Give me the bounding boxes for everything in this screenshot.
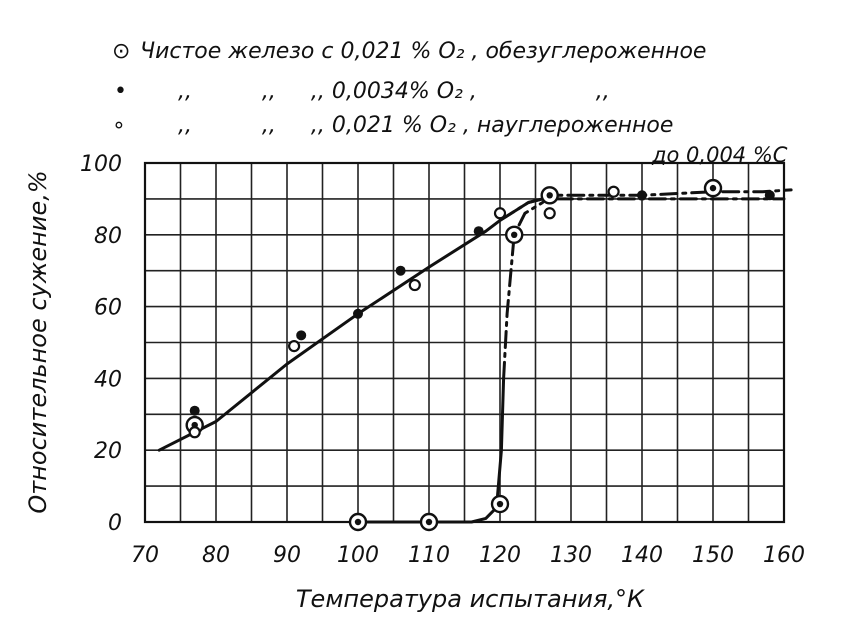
- point-circle-dot: [490, 494, 510, 514]
- point-circle-dot: [505, 225, 524, 245]
- x-tick-label: 160: [763, 543, 805, 568]
- point-filled: [395, 265, 406, 276]
- legend-entry-open: ,, ,, ,, 0,021 % O₂ , науглероженное: [178, 113, 673, 138]
- x-axis-label: Температура испытания,°К: [296, 585, 645, 613]
- point-open: [493, 207, 507, 220]
- point-circle-dot: [348, 512, 368, 532]
- point-open: [288, 339, 301, 353]
- data-points: [185, 178, 775, 532]
- point-filled: [353, 308, 363, 319]
- point-circle-dot: [419, 512, 439, 532]
- x-tick-label: 140: [621, 543, 663, 568]
- y-tick-label: 20: [94, 439, 122, 464]
- x-tick-label: 90: [273, 543, 301, 568]
- x-tick-label: 80: [202, 543, 230, 568]
- legend-marker-filled: •: [114, 79, 127, 104]
- y-tick-label: 0: [108, 511, 122, 536]
- curve-dash-dot: [498, 197, 786, 222]
- x-tick-label: 110: [408, 543, 450, 568]
- y-tick-labels: 0 20 40 60 80 100: [80, 152, 122, 536]
- x-tick-label: 120: [479, 543, 521, 568]
- x-tick-label: 100: [337, 543, 379, 568]
- x-tick-labels: 70 80 90 100 110 120 130 140 150 160: [131, 543, 805, 568]
- legend-marker-circle-dot: ⊙: [112, 39, 130, 64]
- x-tick-label: 70: [131, 543, 159, 568]
- point-filled: [637, 190, 647, 201]
- point-filled: [189, 405, 200, 416]
- y-tick-label: 80: [94, 224, 122, 249]
- grid: [145, 163, 784, 522]
- y-tick-label: 60: [94, 296, 122, 321]
- x-tick-label: 150: [692, 543, 734, 568]
- point-filled: [296, 330, 307, 341]
- y-tick-label: 100: [80, 152, 122, 177]
- point-open: [408, 278, 421, 292]
- point-open: [188, 426, 201, 439]
- legend: ⊙ Чистое железо с 0,021 % O₂ , обезуглер…: [112, 39, 788, 167]
- point-open: [543, 207, 556, 220]
- point-filled: [473, 226, 484, 237]
- point-open: [607, 185, 620, 198]
- legend-entry-circle-dot: Чистое железо с 0,021 % O₂ , обезуглерож…: [140, 39, 706, 64]
- x-tick-label: 130: [550, 543, 592, 568]
- y-axis-label: Относительное сужение,%: [24, 170, 52, 513]
- fitted-curves: [157, 188, 793, 524]
- legend-marker-open: ∘: [112, 113, 126, 138]
- y-tick-label: 40: [94, 367, 122, 392]
- point-filled: [764, 190, 775, 201]
- point-circle-dot: [703, 178, 723, 198]
- point-circle-dot: [540, 186, 559, 205]
- legend-entry-filled: ,, ,, ,, 0,0034% O₂ , ,,: [178, 79, 610, 104]
